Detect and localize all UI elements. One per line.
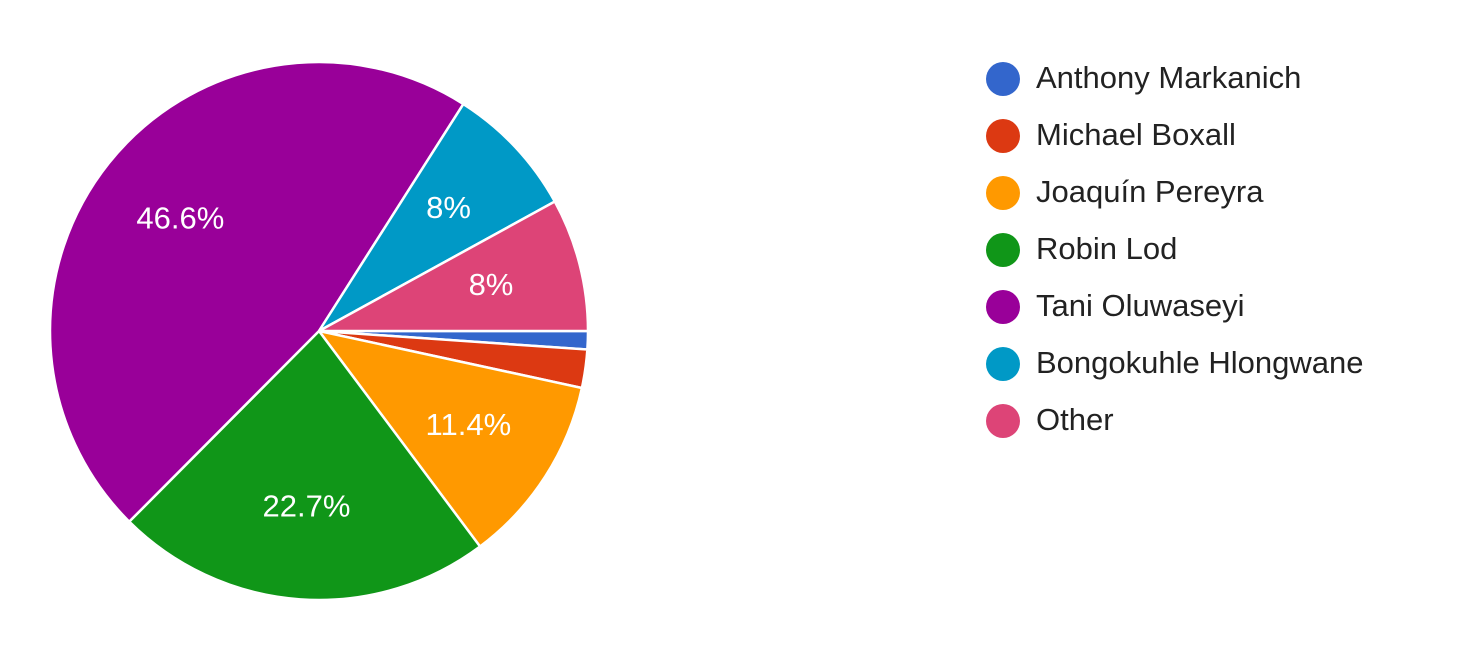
pie-slice bbox=[127, 329, 482, 602]
legend-marker bbox=[986, 404, 1020, 438]
legend-label: Anthony Markanich bbox=[1036, 60, 1301, 95]
slice-label: 8% bbox=[426, 190, 471, 225]
legend-marker bbox=[986, 290, 1020, 324]
legend-marker bbox=[986, 233, 1020, 267]
legend-marker bbox=[986, 347, 1020, 381]
legend-label: Other bbox=[1036, 402, 1114, 437]
legend-marker bbox=[986, 176, 1020, 210]
slice-label: 46.6% bbox=[136, 200, 224, 235]
legend-label: Joaquín Pereyra bbox=[1036, 174, 1264, 209]
slice-label: 11.4% bbox=[426, 407, 512, 442]
pie-slice bbox=[317, 102, 557, 333]
legend-label: Michael Boxall bbox=[1036, 117, 1236, 152]
legend-marker bbox=[986, 119, 1020, 153]
legend-label: Tani Oluwaseyi bbox=[1036, 288, 1244, 323]
legend-label: Robin Lod bbox=[1036, 231, 1177, 266]
legend-marker bbox=[986, 62, 1020, 96]
slice-label: 8% bbox=[469, 267, 514, 302]
legend-label: Bongokuhle Hlongwane bbox=[1036, 345, 1363, 380]
slice-label: 22.7% bbox=[263, 488, 351, 523]
pie-slice bbox=[318, 199, 590, 333]
pie-slice bbox=[48, 60, 466, 524]
pie-slice bbox=[315, 329, 584, 549]
